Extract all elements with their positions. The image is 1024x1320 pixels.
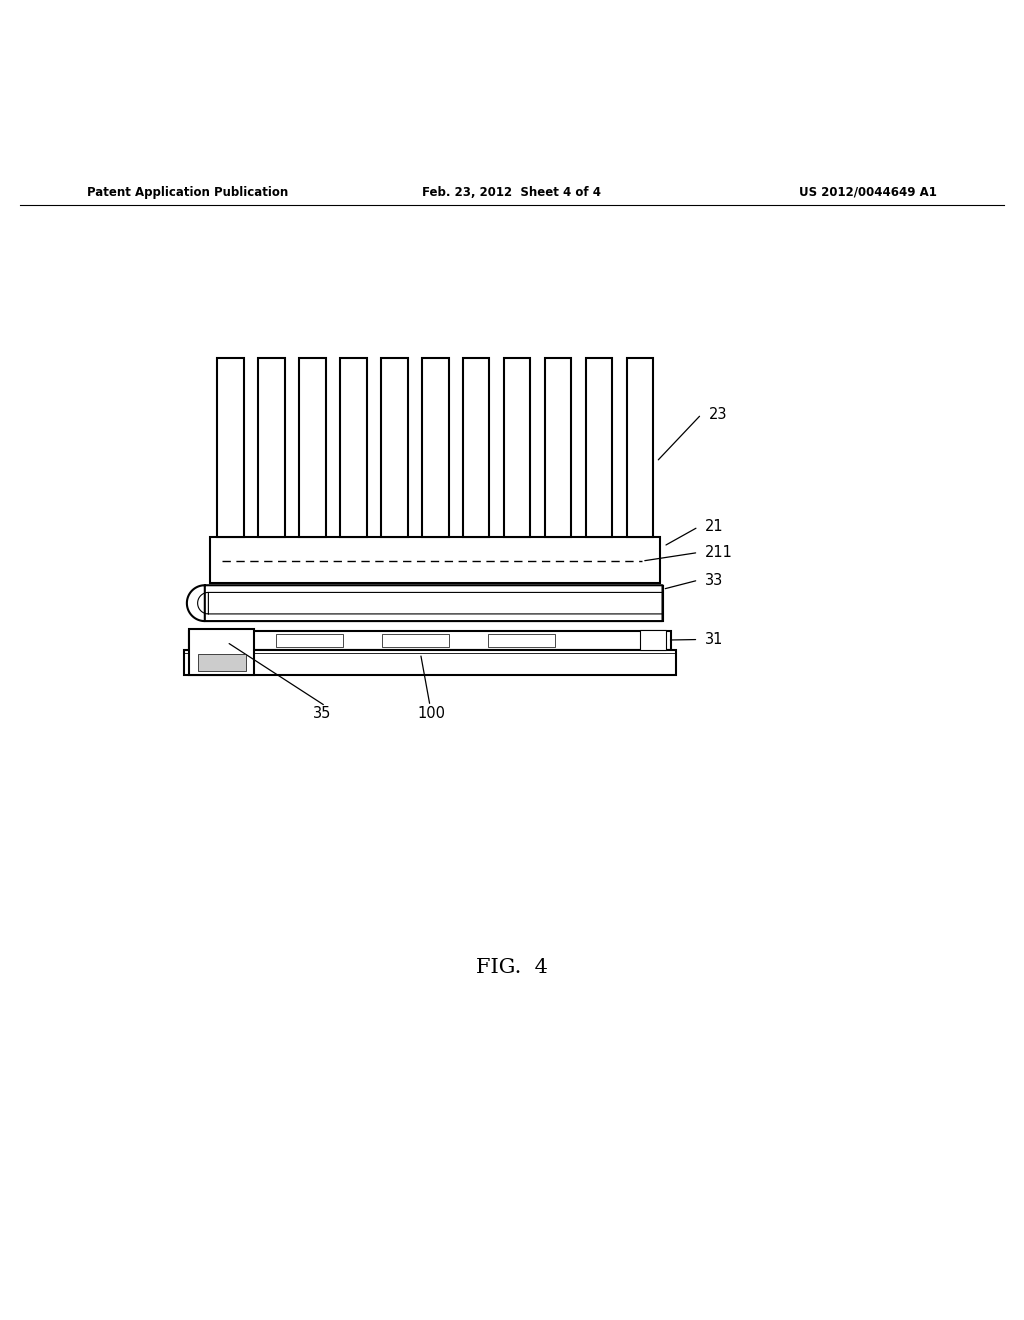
- Text: 33: 33: [705, 573, 723, 587]
- Bar: [189, 631, 671, 649]
- Text: US 2012/0044649 A1: US 2012/0044649 A1: [799, 186, 937, 198]
- Bar: [299, 358, 326, 537]
- Text: 100: 100: [418, 706, 445, 721]
- Bar: [276, 635, 343, 647]
- Bar: [422, 358, 449, 537]
- Text: 211: 211: [705, 545, 732, 560]
- Bar: [184, 649, 676, 676]
- Bar: [463, 358, 489, 537]
- Bar: [381, 358, 408, 537]
- Bar: [217, 358, 244, 537]
- Text: 31: 31: [705, 632, 723, 647]
- Bar: [210, 537, 660, 583]
- Bar: [198, 653, 246, 672]
- Text: Feb. 23, 2012  Sheet 4 of 4: Feb. 23, 2012 Sheet 4 of 4: [423, 186, 601, 198]
- Bar: [545, 358, 571, 537]
- Bar: [586, 358, 612, 537]
- Text: 23: 23: [709, 407, 727, 422]
- Bar: [382, 635, 450, 647]
- Bar: [258, 358, 285, 537]
- Bar: [640, 631, 666, 649]
- Bar: [340, 358, 367, 537]
- Bar: [627, 358, 653, 537]
- Bar: [504, 358, 530, 537]
- Bar: [189, 630, 254, 676]
- Text: 35: 35: [313, 706, 332, 721]
- Bar: [487, 635, 555, 647]
- Text: Patent Application Publication: Patent Application Publication: [87, 186, 289, 198]
- Text: FIG.  4: FIG. 4: [476, 958, 548, 977]
- Text: 21: 21: [705, 519, 723, 535]
